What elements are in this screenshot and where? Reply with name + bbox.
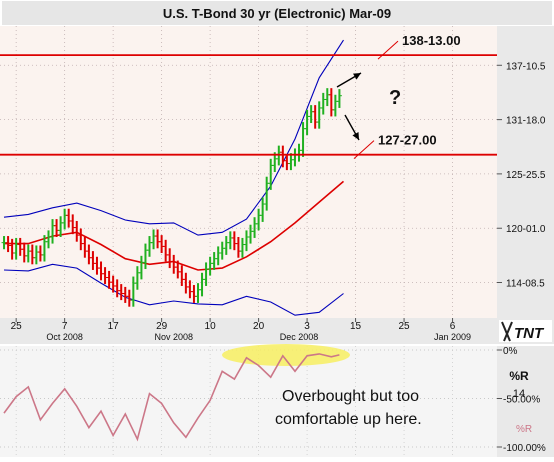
indicator-axis-label: 0% xyxy=(503,346,518,357)
time-axis-month-label: Jan 2009 xyxy=(434,332,471,342)
price-axis-panel xyxy=(497,26,554,318)
price-axis-label: 120-01.0 xyxy=(506,224,546,235)
time-axis-day-label: 7 xyxy=(62,321,68,332)
time-axis-month-label: Dec 2008 xyxy=(280,332,319,342)
indicator-grid xyxy=(0,346,497,457)
level-label: 127-27.00 xyxy=(378,133,437,148)
chart-title: U.S. T-Bond 30 yr (Electronic) Mar-09 xyxy=(163,6,391,21)
time-axis-day-label: 25 xyxy=(11,321,23,332)
price-axis-label: 137-10.5 xyxy=(506,61,546,72)
price-bars xyxy=(1,88,342,307)
resistance-support-levels: 138-13.00 127-27.00 xyxy=(0,33,497,160)
indicator-annotation-line-2: comfortable up here. xyxy=(275,411,422,428)
indicator-annotation-line-1: Overbought but too xyxy=(282,388,419,405)
time-axis-day-label: 10 xyxy=(205,321,217,332)
price-panel xyxy=(0,26,497,318)
indicator-panel xyxy=(0,346,497,457)
time-axis-day-label: 20 xyxy=(253,321,265,332)
projection-arrows xyxy=(336,72,362,141)
indicator-name: %R xyxy=(509,369,529,383)
price-axis-labels: 137-10.5 131-18.0 125-25.5 120-01.0 114-08.5 xyxy=(497,61,546,289)
percent-r-series xyxy=(3,353,340,442)
time-axis-day-label: 15 xyxy=(350,321,362,332)
indicator-period: 14 xyxy=(513,388,525,400)
indicator-axis-label: -50.00% xyxy=(503,395,540,406)
time-axis-day-label: 3 xyxy=(304,321,310,332)
indicator-axis-label: -100.00% xyxy=(503,443,546,454)
question-mark-annotation: ? xyxy=(389,87,401,109)
title-bar xyxy=(2,1,552,25)
time-axis-month-label: Oct 2008 xyxy=(46,332,83,342)
indicator-tag: %R xyxy=(516,424,532,435)
level-label: 138-13.00 xyxy=(402,33,461,48)
time-axis-day-label: 17 xyxy=(108,321,120,332)
time-axis-month-label: Nov 2008 xyxy=(154,332,193,342)
time-axis-panel xyxy=(0,318,554,344)
lower-band xyxy=(3,263,344,316)
price-axis-label: 114-08.5 xyxy=(506,278,545,289)
time-axis-day-label: 6 xyxy=(450,321,456,332)
level-leader xyxy=(377,40,399,60)
price-axis-label: 131-18.0 xyxy=(506,116,546,127)
projection-arrowhead xyxy=(353,73,361,80)
time-axis-labels: 25 7 17 29 10 20 3 15 25 6 Oct 2008 Nov 2008 Dec 200… xyxy=(11,318,471,342)
level-leader xyxy=(353,140,375,160)
time-axis-day-label: 25 xyxy=(399,321,411,332)
indicator-axis-labels: -100.00% -50.00% 0% xyxy=(497,346,546,454)
projection-arrowhead xyxy=(352,132,359,140)
overbought-highlight xyxy=(222,344,350,366)
percent-r-line xyxy=(3,353,340,442)
svg-text:TNT: TNT xyxy=(514,325,545,342)
time-axis-day-label: 29 xyxy=(156,321,168,332)
price-axis-label: 125-25.5 xyxy=(506,170,546,181)
tnt-logo: TNT xyxy=(499,320,552,342)
indicator-axis-panel xyxy=(497,346,554,457)
